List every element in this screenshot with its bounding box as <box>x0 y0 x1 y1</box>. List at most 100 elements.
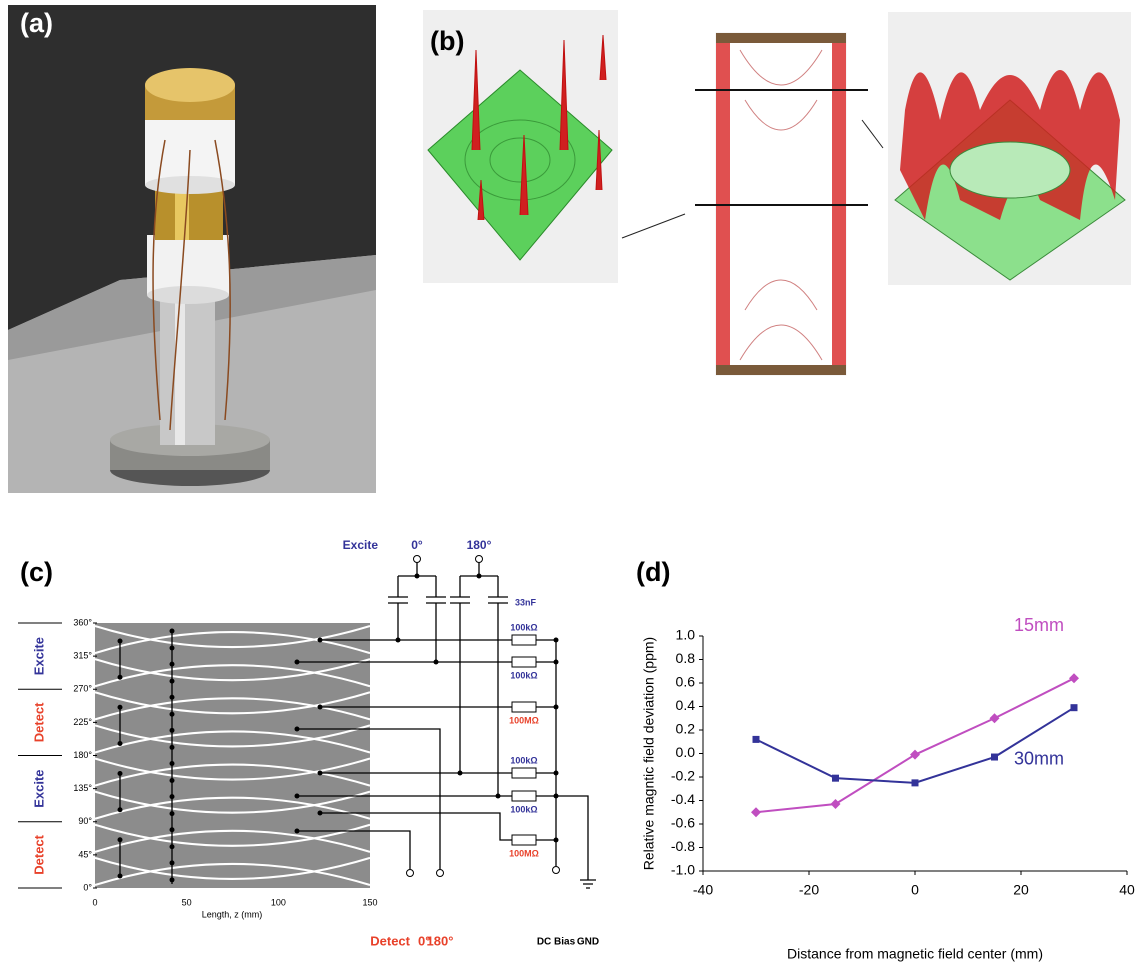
resistor <box>512 768 536 778</box>
y-tick-label: 0.6 <box>676 674 696 690</box>
wire <box>398 562 498 576</box>
resistor-label: 100MΩ <box>509 848 539 858</box>
x-tick-label: -20 <box>799 882 819 898</box>
resistor <box>512 835 536 845</box>
dot <box>118 675 123 680</box>
dot <box>396 638 401 643</box>
y-tick-label: 0.0 <box>676 744 696 760</box>
dot <box>118 807 123 812</box>
dot <box>170 646 175 651</box>
marker <box>753 736 760 743</box>
dot <box>118 874 123 879</box>
marker <box>751 807 761 817</box>
y-tick-label: 0.2 <box>676 721 696 737</box>
y-tick-label: -0.4 <box>671 791 695 807</box>
chart: 1.00.80.60.40.20.0-0.2-0.4-0.6-0.8-1.0-4… <box>641 615 1135 962</box>
x-tick-label: 40 <box>1119 882 1135 898</box>
axis-label: Length, z (mm) <box>202 909 263 919</box>
circuit: 360°315°270°225°180°135°90°45°0°ExciteDe… <box>18 556 596 908</box>
dot <box>170 794 175 799</box>
x-tick-label: 50 <box>182 897 192 907</box>
marker <box>832 775 839 782</box>
dot <box>170 712 175 717</box>
dot <box>170 811 175 816</box>
side-label: Detect <box>31 702 46 742</box>
resistor-label: 100kΩ <box>510 622 537 632</box>
wire <box>556 796 588 880</box>
dot <box>170 761 175 766</box>
dot <box>170 877 175 882</box>
series-label: 30mm <box>1014 748 1064 768</box>
resistor-label: 100kΩ <box>510 804 537 814</box>
dot <box>170 860 175 865</box>
panel-label: (d) <box>636 557 670 587</box>
dot <box>118 771 123 776</box>
panel-label: (a) <box>20 8 53 38</box>
angle-label: 135° <box>73 783 92 793</box>
marker <box>910 750 920 760</box>
terminal-label: 180° <box>467 538 492 552</box>
y-tick-label: 1.0 <box>676 627 696 643</box>
dot <box>496 794 501 799</box>
dot <box>170 629 175 634</box>
side-label: Detect <box>31 834 46 874</box>
side-label: Excite <box>31 769 46 807</box>
series-line <box>756 678 1074 812</box>
dot <box>118 639 123 644</box>
angle-label: 315° <box>73 651 92 661</box>
y-tick-label: 0.8 <box>676 650 696 666</box>
marker <box>831 799 841 809</box>
dot <box>477 574 482 579</box>
terminal <box>553 867 560 874</box>
angle-label: 225° <box>73 717 92 727</box>
wire <box>388 576 408 640</box>
y-tick-label: -0.2 <box>671 768 695 784</box>
dot <box>118 837 123 842</box>
dot <box>118 741 123 746</box>
x-tick-label: 150 <box>362 897 377 907</box>
wire <box>488 576 508 796</box>
dot <box>170 728 175 733</box>
terminal <box>476 556 483 563</box>
dot <box>458 771 463 776</box>
terminal <box>414 556 421 563</box>
x-tick-label: 100 <box>271 897 286 907</box>
angle-label: 360° <box>73 617 92 627</box>
terminal-label: 0° <box>411 538 423 552</box>
dot <box>170 827 175 832</box>
angle-label: 180° <box>73 750 92 760</box>
resistor-label: 100kΩ <box>510 755 537 765</box>
y-tick-label: 0.4 <box>676 697 696 713</box>
wire <box>450 576 470 773</box>
terminal <box>407 870 414 877</box>
dot <box>415 574 420 579</box>
resistor-label: 100kΩ <box>510 670 537 680</box>
photo <box>8 5 376 493</box>
y-tick-label: -0.6 <box>671 815 695 831</box>
resistor <box>512 791 536 801</box>
excite-label: Excite <box>343 538 379 552</box>
wire <box>580 880 596 888</box>
resistor <box>512 657 536 667</box>
series-line <box>756 708 1074 783</box>
dot <box>170 745 175 750</box>
y-axis-label: Relative magntic field deviation (ppm) <box>641 637 657 870</box>
series-label: 15mm <box>1014 615 1064 635</box>
marker <box>1071 704 1078 711</box>
marker <box>1069 673 1079 683</box>
dot <box>434 660 439 665</box>
detect-label: Detect <box>370 933 410 948</box>
angle-label: 45° <box>78 849 92 859</box>
resistor-label: 100MΩ <box>509 715 539 725</box>
dot <box>170 695 175 700</box>
y-tick-label: -0.8 <box>671 838 695 854</box>
dc-bias-label: DC Bias <box>537 937 576 948</box>
panel-label: (b) <box>430 26 464 56</box>
dot <box>170 844 175 849</box>
x-tick-label: 20 <box>1013 882 1029 898</box>
terminal-label: 180° <box>427 933 454 948</box>
terminal <box>437 870 444 877</box>
resistor <box>512 702 536 712</box>
x-tick-label: 0 <box>92 897 97 907</box>
marker <box>912 779 919 786</box>
